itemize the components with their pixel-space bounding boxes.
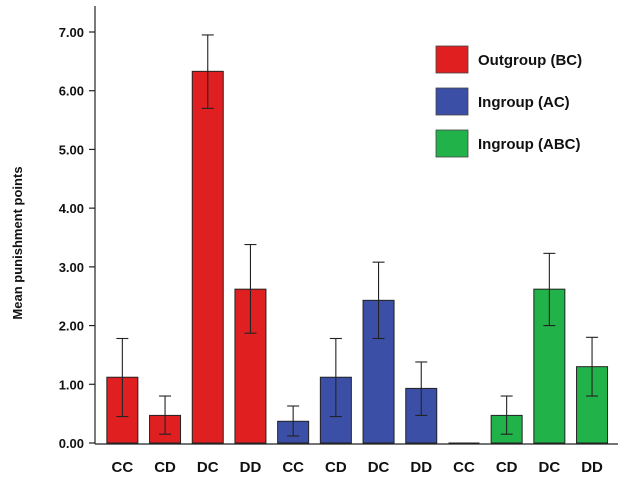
- legend: Outgroup (BC) Ingroup (AC) Ingroup (ABC): [435, 45, 582, 158]
- bar: [191, 70, 224, 444]
- y-tick-label: 3.00: [59, 260, 84, 275]
- x-tick-label: DC: [368, 459, 390, 476]
- legend-swatch: [435, 45, 469, 74]
- y-tick-label: 1.00: [59, 377, 84, 392]
- y-tick-label: 6.00: [59, 84, 84, 99]
- x-tick-label: DD: [410, 459, 432, 476]
- y-tick-label: 7.00: [59, 25, 84, 40]
- legend-label: Ingroup (ABC): [478, 136, 580, 153]
- legend-label: Ingroup (AC): [478, 94, 570, 111]
- x-tick-label: CC: [282, 459, 304, 476]
- x-tick-label: CC: [453, 459, 475, 476]
- x-tick-label: DC: [197, 459, 219, 476]
- x-tick-label: CD: [154, 459, 176, 476]
- x-tick-label: DD: [240, 459, 262, 476]
- x-axis: CC CD DC DD CC CD DC DD CC CD DC DD: [95, 443, 618, 476]
- bar: [234, 288, 267, 444]
- x-tick-label: DD: [581, 459, 603, 476]
- x-tick-label: CD: [325, 459, 347, 476]
- legend-swatch: [435, 129, 469, 158]
- legend-swatch: [435, 87, 469, 116]
- y-axis: 0.00 1.00 2.00 3.00 4.00 5.00 6.00 7.00: [59, 6, 96, 451]
- error-bars-group: [116, 34, 599, 437]
- y-axis-title: Mean punishment points: [10, 166, 25, 319]
- y-tick-label: 5.00: [59, 142, 84, 157]
- bars-group: [106, 70, 609, 444]
- x-tick-label: CD: [496, 459, 518, 476]
- x-tick-label: CC: [112, 459, 134, 476]
- y-tick-label: 4.00: [59, 201, 84, 216]
- y-tick-label: 2.00: [59, 319, 84, 334]
- legend-label: Outgroup (BC): [478, 52, 582, 69]
- y-tick-label: 0.00: [59, 436, 84, 451]
- x-tick-label: DC: [539, 459, 561, 476]
